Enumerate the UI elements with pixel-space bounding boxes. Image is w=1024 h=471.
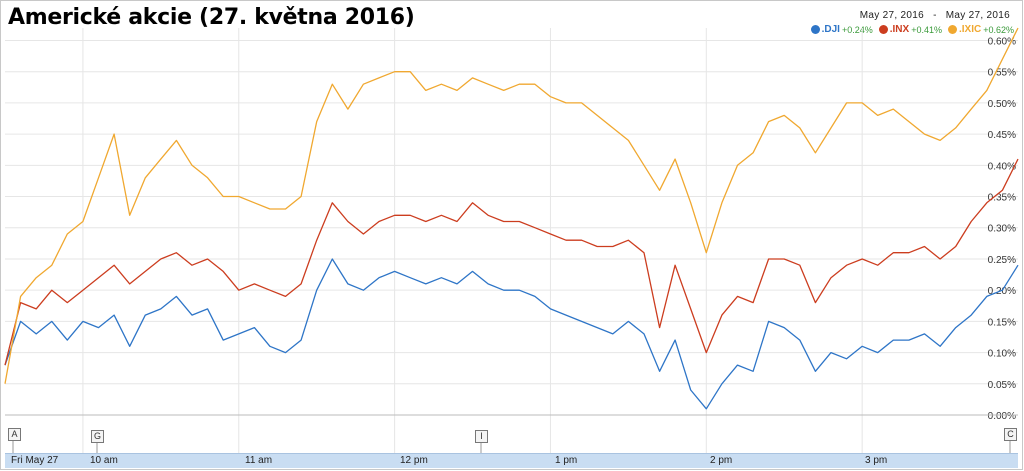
legend-change-ixic: +0.62% [983,24,1014,35]
page-title: Americké akcie (27. května 2016) [8,5,415,30]
series-line-ixic [4,27,1019,384]
y-tick-label: 0.45% [988,130,1016,141]
series-line-dji [4,258,1019,410]
flag-c[interactable]: C [1004,428,1017,441]
legend-change-dji: +0.24% [841,24,873,35]
series-line-inx [4,158,1019,366]
time-label-11am: 11 am [245,455,273,466]
legend-change-inx: +0.41% [911,24,942,35]
time-label-10am: 10 am [90,455,118,466]
y-tick-label: 0.60% [988,36,1016,47]
y-tick-label: 0.00% [988,411,1016,422]
date-separator: - [933,10,937,21]
time-label-3pm: 3 pm [865,455,888,466]
date-range: May 27, 2016 - May 27, 2016 [860,10,1010,21]
legend-item-ixic[interactable]: .IXIC +0.62% [947,24,1014,35]
time-label-1pm: 1 pm [555,455,578,466]
legend-item-inx[interactable]: .INX +0.41% [878,24,942,35]
legend-name-inx: .INX [889,24,910,35]
legend-dot-ixic [947,25,957,34]
time-label-date: Fri May 27 [11,455,59,466]
time-label-2pm: 2 pm [710,455,733,466]
flag-g[interactable]: G [91,430,104,443]
time-label-12pm: 12 pm [400,455,428,466]
y-tick-label: 0.05% [988,380,1016,391]
y-tick-label: 0.35% [988,193,1016,204]
y-tick-label: 0.15% [988,317,1016,328]
date-from: May 27, 2016 [859,10,924,21]
legend-name-ixic: .IXIC [958,24,982,35]
y-tick-label: 0.25% [988,255,1016,266]
legend-dot-inx [878,25,888,34]
y-tick-label: 0.10% [988,349,1016,360]
flag-a[interactable]: A [8,428,21,441]
legend-name-dji: .DJI [821,24,840,35]
legend-dot-dji [810,25,820,34]
y-tick-label: 0.50% [988,99,1016,110]
date-to: May 27, 2016 [945,10,1010,21]
y-tick-label: 0.20% [988,286,1016,297]
y-tick-label: 0.30% [988,224,1016,235]
y-tick-label: 0.40% [988,161,1016,172]
time-axis[interactable]: Fri May 27 10 am 11 am 12 pm 1 pm 2 pm 3… [5,453,1018,468]
legend-item-dji[interactable]: .DJI +0.24% [810,24,873,35]
legend: .DJI +0.24% .INX +0.41% .IXIC +0.62% [810,24,1014,35]
flag-i[interactable]: I [475,430,488,443]
y-tick-label: 0.55% [988,68,1016,79]
